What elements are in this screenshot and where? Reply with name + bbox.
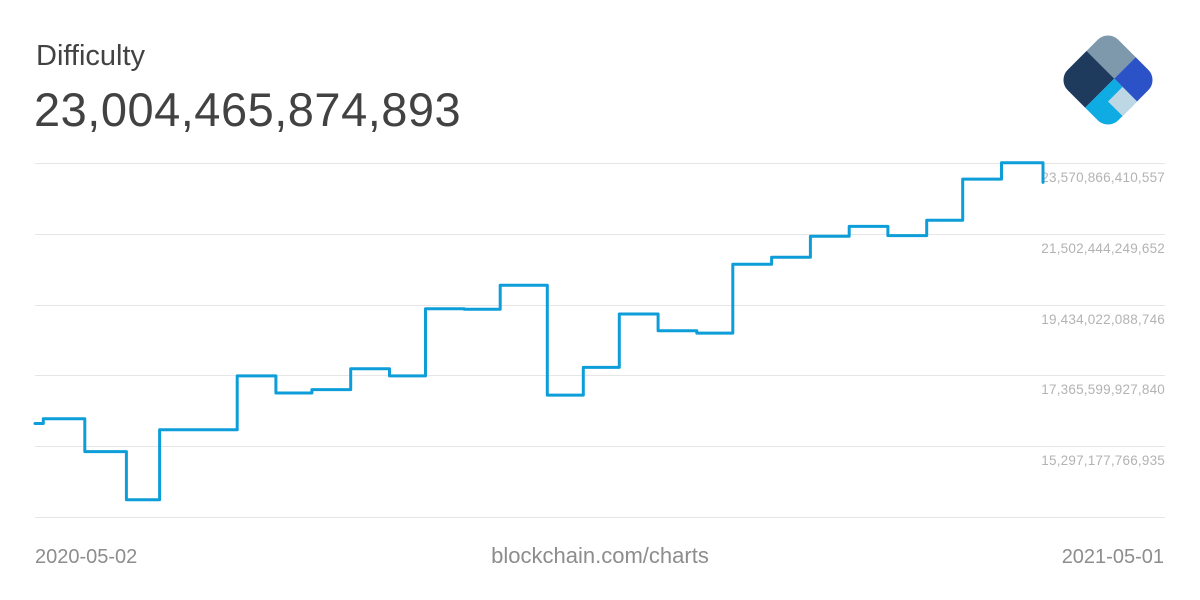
blockchain-logo-icon[interactable] xyxy=(1057,28,1159,132)
y-axis-tick-label: 17,365,599,927,840 xyxy=(1041,382,1165,398)
footer-site-link[interactable]: blockchain.com/charts xyxy=(491,543,709,568)
y-axis-tick-label: 19,434,022,088,746 xyxy=(1041,311,1165,327)
x-axis-start-label: 2020-05-02 xyxy=(35,546,138,568)
logo-piece-slate xyxy=(1086,29,1136,79)
y-axis-tick-label: 15,297,177,766,935 xyxy=(1041,453,1165,469)
gridline xyxy=(35,375,1165,377)
gridline xyxy=(35,304,1165,306)
logo-piece-navy xyxy=(1057,50,1115,108)
gridline xyxy=(35,233,1165,235)
gridline xyxy=(35,517,1165,518)
gridline xyxy=(35,446,1165,448)
x-axis-end-label: 2021-05-01 xyxy=(1061,546,1164,568)
logo-piece-royal xyxy=(1114,57,1159,102)
y-axis-tick-label: 21,502,444,249,652 xyxy=(1041,240,1165,256)
page-title: Difficulty xyxy=(36,40,146,72)
difficulty-line xyxy=(33,161,1045,502)
gridline xyxy=(35,163,1165,164)
y-axis-tick-label: 23,570,866,410,557 xyxy=(1041,170,1165,185)
chart-current-value: 23,004,465,874,893 xyxy=(34,83,462,136)
